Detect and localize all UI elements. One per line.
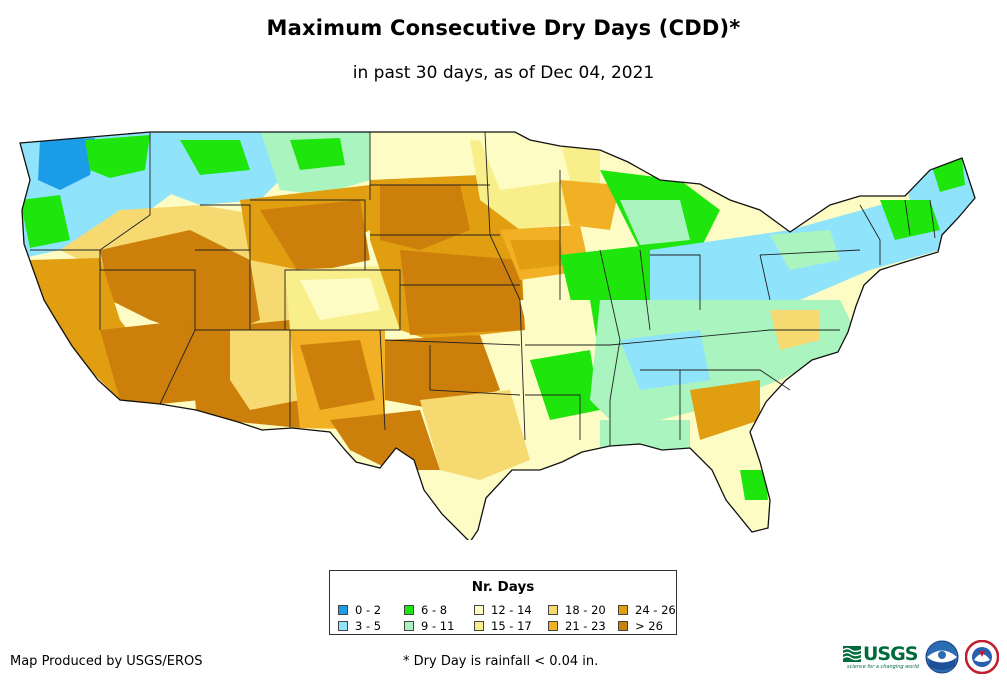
legend-label: > 26	[635, 619, 663, 633]
legend-swatch	[474, 621, 484, 631]
legend-item: 21 - 23	[548, 619, 606, 633]
legend-item: 6 - 8	[404, 603, 447, 617]
legend-swatch	[548, 605, 558, 615]
legend-label: 12 - 14	[491, 603, 532, 617]
legend-item: 24 - 26	[618, 603, 676, 617]
map-credit: Map Produced by USGS/EROS	[10, 654, 203, 669]
agency-logos: USGS science for a changing world	[843, 638, 1003, 678]
us-dry-days-map	[19, 131, 976, 540]
map-title: Maximum Consecutive Dry Days (CDD)*	[266, 16, 741, 40]
map-subtitle: in past 30 days, as of Dec 04, 2021	[352, 63, 655, 83]
legend-label: 15 - 17	[491, 619, 532, 633]
usgs-wave-icon	[843, 646, 861, 662]
legend-item: 3 - 5	[338, 619, 381, 633]
usgs-logo: USGS science for a changing world	[843, 644, 919, 670]
legend-item: 0 - 2	[338, 603, 381, 617]
legend-title: Nr. Days	[471, 579, 535, 595]
legend-swatch	[618, 621, 628, 631]
national-weather-service-logo-icon	[965, 640, 999, 674]
legend-item: 9 - 11	[404, 619, 454, 633]
legend-swatch	[338, 621, 348, 631]
legend-swatch	[548, 621, 558, 631]
legend-label: 3 - 5	[355, 619, 382, 633]
legend-swatch	[404, 621, 414, 631]
legend-item: > 26	[618, 619, 663, 633]
usgs-wordmark: USGS	[863, 643, 918, 665]
legend-item: 18 - 20	[548, 603, 606, 617]
legend-item: 12 - 14	[474, 603, 532, 617]
legend-swatch	[618, 605, 628, 615]
legend-label: 21 - 23	[565, 619, 606, 633]
legend-swatch	[338, 605, 348, 615]
noaa-logo-icon	[925, 640, 959, 674]
legend-label: 24 - 26	[635, 603, 676, 617]
legend-swatch	[404, 605, 414, 615]
legend-label: 6 - 8	[421, 603, 448, 617]
legend-label: 18 - 20	[565, 603, 606, 617]
legend-item: 15 - 17	[474, 619, 532, 633]
dry-day-footnote: * Dry Day is rainfall < 0.04 in.	[403, 654, 599, 669]
legend: Nr. Days 0 - 2 3 - 5 6 - 8 9 - 11 12 - 14 15 …	[329, 570, 677, 635]
legend-swatch	[474, 605, 484, 615]
legend-label: 9 - 11	[421, 619, 455, 633]
usgs-tagline: science for a changing world	[847, 664, 919, 670]
legend-label: 0 - 2	[355, 603, 382, 617]
